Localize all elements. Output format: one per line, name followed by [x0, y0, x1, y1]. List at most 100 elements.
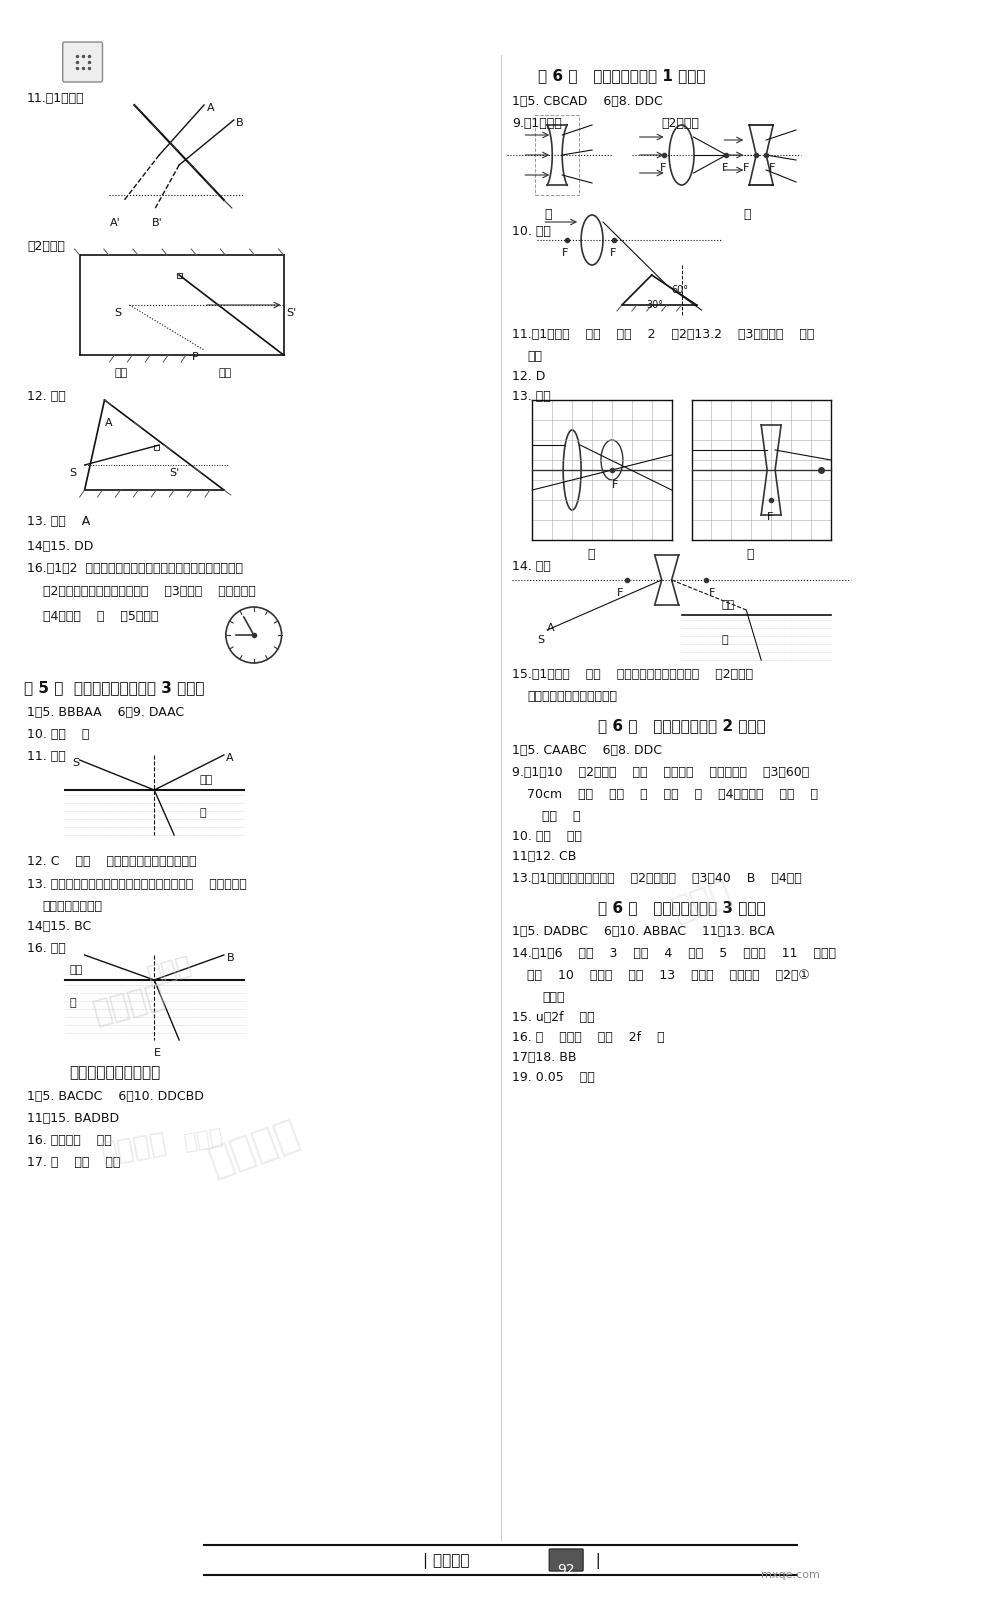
Ellipse shape [601, 440, 622, 480]
Text: 19. 0.05    变小: 19. 0.05 变小 [512, 1070, 596, 1085]
Text: 第 5 节  光的反射和折射（第 3 课时）: 第 5 节 光的反射和折射（第 3 课时） [24, 680, 205, 694]
Text: 30°: 30° [646, 301, 663, 310]
Text: 空气: 空气 [199, 774, 212, 786]
Text: B': B' [152, 218, 163, 227]
Text: 第 6 节   透镜和视觉（第 3 课时）: 第 6 节 透镜和视觉（第 3 课时） [598, 899, 765, 915]
Text: 第 6 节   透镜和视觉（第 2 课时）: 第 6 节 透镜和视觉（第 2 课时） [598, 718, 766, 733]
Text: （4）不能    虚    （5）如图: （4）不能 虚 （5）如图 [43, 610, 158, 622]
Circle shape [226, 606, 282, 662]
Text: 1－5. BBBAA    6－9. DAAC: 1－5. BBBAA 6－9. DAAC [27, 706, 184, 718]
Ellipse shape [669, 125, 694, 186]
Text: 水: 水 [199, 808, 205, 818]
Bar [176, 272, 181, 277]
Text: 17－18. BB: 17－18. BB [512, 1051, 577, 1064]
Text: 答案圈: 答案圈 [667, 874, 735, 926]
Text: 70cm    光屏    清晰    倒    缩小    实    （4）不成像    烛焰    正: 70cm 光屏 清晰 倒 缩小 实 （4）不成像 烛焰 正 [527, 787, 819, 802]
Text: S: S [115, 307, 122, 318]
Text: 焦点: 焦点 [527, 350, 543, 363]
Text: F: F [562, 248, 569, 258]
Text: 10. 折射    能: 10. 折射 能 [27, 728, 90, 741]
Text: 12. D: 12. D [512, 370, 546, 382]
Text: （2）如图: （2）如图 [27, 240, 65, 253]
Text: 14－15. DD: 14－15. DD [27, 541, 94, 554]
Text: 1－5. CAABC    6－8. DDC: 1－5. CAABC 6－8. DDC [512, 744, 662, 757]
Text: 11－15. BADBD: 11－15. BADBD [27, 1112, 119, 1125]
Text: 14－15. BC: 14－15. BC [27, 920, 92, 933]
Text: 甲: 甲 [587, 547, 595, 562]
Text: 11.（1）如图: 11.（1）如图 [27, 91, 85, 106]
Text: 16. 凸    照相机    缩小    2f    近: 16. 凸 照相机 缩小 2f 近 [512, 1030, 665, 1043]
Text: 92: 92 [558, 1563, 575, 1578]
Text: 空气: 空气 [721, 600, 735, 610]
Text: 1－5. DADBC    6－10. ABBAC    11－13. BCA: 1－5. DADBC 6－10. ABBAC 11－13. BCA [512, 925, 775, 938]
Text: 11.（1）会聚    焦点    焦距    2    （2）13.2    （3）凸透镜    平行: 11.（1）会聚 焦点 焦距 2 （2）13.2 （3）凸透镜 平行 [512, 328, 815, 341]
Text: F: F [767, 512, 774, 522]
Text: A: A [207, 102, 214, 114]
Text: 11－12. CB: 11－12. CB [512, 850, 577, 862]
Text: 答案圈: 答案圈 [182, 1126, 225, 1154]
Text: 10. 凸透    靠近: 10. 凸透 靠近 [512, 830, 583, 843]
Ellipse shape [563, 430, 581, 510]
Text: 14.（1）6    角膜    3    房水    4    瞳孔    5    晶状体    11    玻璃体: 14.（1）6 角膜 3 房水 4 瞳孔 5 晶状体 11 玻璃体 [512, 947, 837, 960]
Text: （2）如图: （2）如图 [661, 117, 699, 130]
Text: 1－5. CBCAD    6－8. DDC: 1－5. CBCAD 6－8. DDC [512, 94, 663, 109]
Text: 13. 在入射角相同时，不同介质中的折射角不同    影响折射角: 13. 在入射角相同时，不同介质中的折射角不同 影响折射角 [27, 878, 247, 891]
Text: S': S' [169, 467, 179, 478]
Text: A: A [547, 622, 555, 634]
FancyBboxPatch shape [549, 1549, 583, 1571]
Bar [154, 445, 159, 450]
Text: 17. 右    不变    不变: 17. 右 不变 不变 [27, 1155, 121, 1170]
Text: F: F [721, 163, 728, 173]
Text: 13. 不变    A: 13. 不变 A [27, 515, 91, 528]
Text: 榜样精品: 榜样精品 [91, 981, 168, 1029]
Text: 镜面: 镜面 [219, 368, 232, 378]
Text: （2）便于观察和确定像的位置    （3）前侧    等效替代法: （2）便于观察和确定像的位置 （3）前侧 等效替代法 [43, 586, 256, 598]
Text: 乙: 乙 [746, 547, 754, 562]
Text: 光的反射和折射习题课: 光的反射和折射习题课 [69, 1066, 160, 1080]
Text: 16. 直线传播    反射: 16. 直线传播 反射 [27, 1134, 112, 1147]
Text: F: F [610, 248, 617, 258]
Text: A: A [226, 754, 233, 763]
Text: P: P [192, 352, 199, 362]
Text: F: F [612, 480, 619, 490]
Text: 乙: 乙 [743, 208, 751, 221]
Text: 折射    10    视网膜    信息    13    视神经    视觉中枢    （2）①: 折射 10 视网膜 信息 13 视神经 视觉中枢 （2）① [527, 970, 810, 982]
Ellipse shape [581, 214, 603, 266]
Text: S': S' [287, 307, 297, 318]
Text: |: | [586, 1554, 601, 1570]
Text: 60°: 60° [671, 285, 688, 294]
Text: 榜样精品: 榜样精品 [203, 1114, 304, 1182]
Text: F: F [708, 587, 715, 598]
Text: 凹透镜对光线没有会聚作用: 凹透镜对光线没有会聚作用 [527, 690, 618, 702]
Text: | 励耘精品: | 励耘精品 [423, 1554, 479, 1570]
Text: 放大    虚: 放大 虚 [542, 810, 581, 822]
Text: 水: 水 [721, 635, 728, 645]
FancyBboxPatch shape [63, 42, 103, 82]
Text: A: A [105, 418, 113, 427]
Text: 14. 如图: 14. 如图 [512, 560, 551, 573]
Text: F: F [617, 587, 623, 598]
Text: 大小的因素是什么: 大小的因素是什么 [43, 899, 103, 914]
Text: 12. C    小于    一部分入射光反射进入空气: 12. C 小于 一部分入射光反射进入空气 [27, 854, 196, 867]
Text: F: F [769, 163, 776, 173]
Text: 榜样精品: 榜样精品 [100, 1128, 169, 1168]
Text: S: S [70, 467, 77, 478]
Text: E: E [154, 1048, 161, 1058]
Text: B: B [236, 118, 243, 128]
Text: 水: 水 [70, 998, 77, 1008]
Text: 13.（1）倒立、缩小的实像    （2）照相机    （3）40    B    （4）是: 13.（1）倒立、缩小的实像 （2）照相机 （3）40 B （4）是 [512, 872, 802, 885]
Text: 甲: 甲 [544, 208, 552, 221]
Text: 16. 如图: 16. 如图 [27, 942, 66, 955]
Text: S: S [537, 635, 545, 645]
Text: 16.（1）2  防止厚玻璃板前后表面成两个像，影响实验效果: 16.（1）2 防止厚玻璃板前后表面成两个像，影响实验效果 [27, 562, 243, 574]
Text: 第 6 节   透镜和视觉（第 1 课时）: 第 6 节 透镜和视觉（第 1 课时） [538, 67, 705, 83]
Text: F: F [743, 163, 750, 173]
Text: 睫状肌: 睫状肌 [542, 990, 565, 1005]
Text: A': A' [110, 218, 121, 227]
Text: S: S [73, 758, 80, 768]
Text: 9.（1）如图: 9.（1）如图 [512, 117, 562, 130]
Text: 9.（1）10    （2）光屏    透镜    同一高度    光屏的中央    （3）60～: 9.（1）10 （2）光屏 透镜 同一高度 光屏的中央 （3）60～ [512, 766, 810, 779]
Text: F: F [659, 163, 666, 173]
Text: 15.（1）焦点    焦距    凸透镜对光线有会聚作用    （2）不能: 15.（1）焦点 焦距 凸透镜对光线有会聚作用 （2）不能 [512, 669, 754, 682]
Text: 10. 如图: 10. 如图 [512, 226, 552, 238]
